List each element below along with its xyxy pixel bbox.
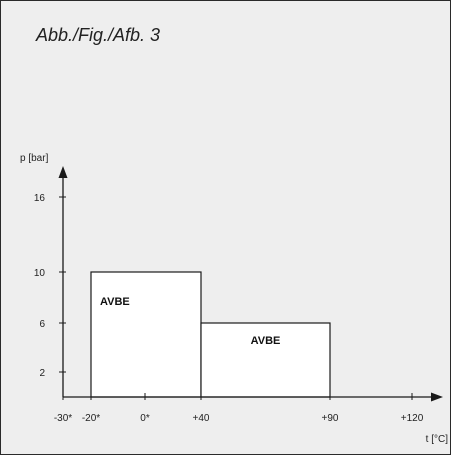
region-2-label: AVBE — [251, 335, 281, 347]
y-axis-arrowhead — [58, 166, 68, 178]
x-tick-label: -20* — [82, 413, 100, 424]
figure-title: Abb./Fig./Afb. 3 — [36, 25, 161, 45]
y-tick-label: 2 — [39, 368, 45, 379]
x-tick-label: +90 — [322, 413, 339, 424]
x-axis-arrowhead — [431, 392, 443, 402]
x-tick-label: +40 — [193, 413, 210, 424]
y-axis-label: p [bar] — [20, 153, 49, 164]
y-tick-label: 6 — [39, 319, 45, 330]
y-tick-label: 10 — [34, 268, 46, 279]
region-1-label: AVBE — [100, 296, 130, 308]
region-1 — [90, 271, 202, 398]
x-tick-label: +120 — [401, 413, 424, 424]
x-axis-label: t [°C] — [426, 434, 449, 445]
y-tick-label: 16 — [34, 193, 46, 204]
x-tick-label: 0* — [140, 413, 150, 424]
x-tick-label: -30* — [54, 413, 72, 424]
